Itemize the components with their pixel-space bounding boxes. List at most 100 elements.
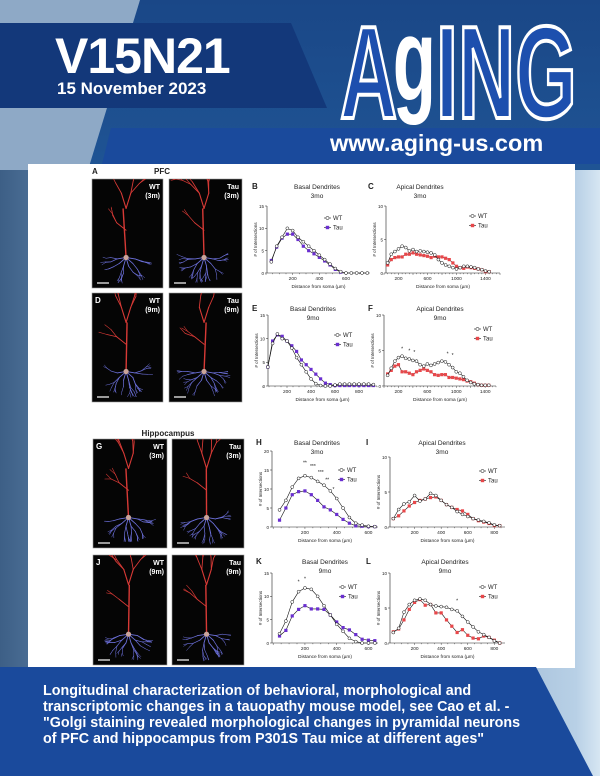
chart-c: C Apical Dendrites 3mo 0 5 10 200 600 1000 1400 Di… <box>368 182 501 290</box>
data-point-wt <box>402 610 406 614</box>
data-point-tau <box>304 363 308 367</box>
y-tick-label: 10 <box>264 594 270 599</box>
significance-marker: * <box>304 576 306 582</box>
data-point-tau <box>425 368 429 372</box>
neuron-image: Tau (9m) <box>168 292 243 403</box>
data-point-wt <box>312 248 316 253</box>
legend-label: WT <box>488 585 498 591</box>
data-point-wt <box>428 602 433 607</box>
data-point-tau <box>322 505 326 509</box>
y-tick-label: 10 <box>382 455 388 460</box>
data-point-wt <box>296 476 301 481</box>
journal-url[interactable]: www.aging-us.com <box>330 130 544 156</box>
data-point-wt <box>301 239 306 244</box>
data-point-wt <box>366 641 371 645</box>
data-point-wt <box>347 636 352 641</box>
data-point-tau <box>309 607 313 611</box>
data-point-tau <box>458 377 462 381</box>
legend-marker-wt <box>325 216 330 220</box>
data-point-tau <box>402 618 406 622</box>
legend-label: Tau <box>343 343 353 349</box>
x-axis-label: Distance from soma (µm) <box>296 397 350 403</box>
y-tick-label: 0 <box>266 525 269 530</box>
data-point-tau <box>415 252 419 256</box>
neuron-image: WT (9m) J <box>92 554 168 666</box>
data-point-wt <box>466 620 470 624</box>
panel-letter: I <box>366 438 368 447</box>
data-point-tau <box>476 637 481 641</box>
age-label: (9m) <box>145 307 160 314</box>
section-label-pfc: PFC <box>154 167 170 176</box>
data-point-tau <box>284 506 288 510</box>
data-point-wt <box>296 589 301 594</box>
legend-marker-tau <box>475 336 480 341</box>
data-point-tau <box>418 368 422 372</box>
data-point-tau <box>296 490 301 494</box>
chart-b: B Basal Dendrites 3mo 0 5 10 15 200 400 600 Distan… <box>252 182 370 290</box>
age-label: (3m) <box>226 453 241 460</box>
panel-letter: H <box>256 438 262 447</box>
x-axis-label: Distance from soma (µm) <box>421 654 475 660</box>
data-point-wt <box>418 362 422 367</box>
data-point-wt <box>403 356 408 361</box>
x-tick-label: 1000 <box>451 276 462 282</box>
data-point-wt <box>479 383 484 388</box>
legend-marker-tau <box>335 342 340 347</box>
data-point-tau <box>407 371 411 375</box>
data-point-wt <box>357 382 361 386</box>
data-point-wt <box>444 502 449 507</box>
data-point-wt <box>396 507 401 512</box>
data-point-tau <box>402 509 406 513</box>
x-tick-label: 200 <box>394 276 402 282</box>
data-point-wt <box>487 269 491 274</box>
y-tick-label: 20 <box>264 449 270 454</box>
x-tick-label: 600 <box>364 646 372 652</box>
y-axis-label: # of Intersections <box>376 590 381 625</box>
data-point-wt <box>309 587 314 592</box>
data-point-wt <box>454 267 459 271</box>
data-point-wt <box>318 383 323 388</box>
data-point-wt <box>328 262 332 266</box>
data-point-wt <box>487 383 491 388</box>
data-point-tau <box>429 255 433 260</box>
data-point-wt <box>365 271 370 275</box>
genotype-label: Tau <box>229 560 241 567</box>
x-axis-label: Distance from soma (µm) <box>416 284 470 290</box>
legend-marker-tau <box>480 478 485 483</box>
data-point-wt <box>492 523 497 527</box>
chart-title: Basal Dendrites <box>294 440 341 447</box>
data-point-tau <box>335 512 339 517</box>
y-tick-label: 0 <box>261 271 264 276</box>
age-label: (9m) <box>226 569 241 576</box>
data-point-tau <box>400 255 404 259</box>
panel-letter: J <box>96 558 100 567</box>
data-point-tau <box>373 639 377 643</box>
y-axis-label: # of Intersections <box>253 222 258 257</box>
chart-subtitle: 3mo <box>311 193 324 200</box>
chart-k: K Basal Dendrites 9mo 0 5 10 15 200 400 600 Distan… <box>256 557 378 660</box>
data-point-tau <box>397 514 401 518</box>
data-point-wt <box>400 354 404 358</box>
significance-marker: ** <box>303 460 307 466</box>
data-point-wt <box>349 271 354 275</box>
data-point-tau <box>396 255 401 259</box>
data-point-wt <box>425 362 430 366</box>
y-tick-label: 15 <box>264 571 270 576</box>
data-point-tau <box>296 607 301 611</box>
data-point-tau <box>322 607 326 611</box>
data-point-wt <box>338 269 343 274</box>
data-point-wt <box>476 630 481 634</box>
y-tick-label: 0 <box>262 384 265 389</box>
data-point-wt <box>412 598 417 603</box>
data-point-wt <box>373 524 377 529</box>
data-point-wt <box>366 382 371 386</box>
panel-letter: D <box>95 296 101 305</box>
section-label-hippocampus: Hippocampus <box>142 429 195 438</box>
legend-label: Tau <box>483 337 493 343</box>
data-point-tau <box>354 524 358 528</box>
y-tick-label: 5 <box>384 606 387 611</box>
chart-subtitle: 9mo <box>307 315 320 322</box>
chart-title: Apical Dendrites <box>416 306 464 313</box>
data-point-wt <box>393 359 397 363</box>
data-point-wt <box>334 496 339 501</box>
